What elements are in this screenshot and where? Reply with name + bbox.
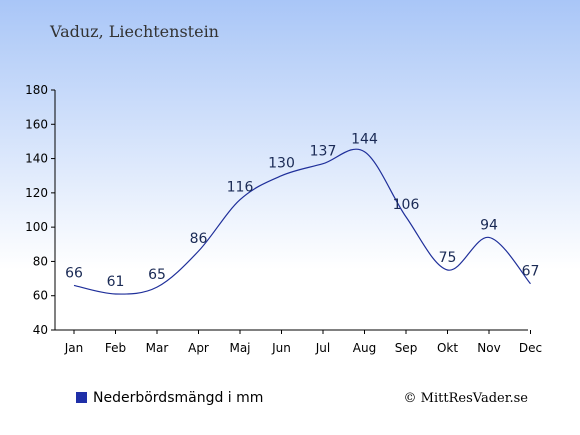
x-tick-label: Feb — [105, 341, 126, 355]
data-label: 137 — [310, 144, 337, 160]
data-label: 66 — [65, 265, 83, 281]
y-tick-label: 60 — [33, 289, 48, 303]
series-line — [73, 148, 531, 295]
data-label: 61 — [107, 274, 125, 290]
y-tick-label: 140 — [25, 152, 48, 166]
x-axis: Jan Feb Mar Apr Maj Jun Jul Aug Sep Okt Nov Dec — [55, 329, 542, 355]
data-label: 130 — [268, 156, 295, 172]
x-tick-label: Okt — [437, 341, 458, 355]
y-tick-label: 100 — [25, 220, 48, 234]
chart-title: Vaduz, Liechtenstein — [49, 22, 219, 41]
x-tick-label: Nov — [477, 341, 500, 355]
data-label: 144 — [351, 132, 378, 148]
y-tick-label: 160 — [25, 117, 48, 131]
y-axis: 40 60 80 100 120 140 160 180 — [25, 83, 56, 337]
legend: Nederbördsmängd i mm — [76, 390, 263, 406]
y-tick-label: 40 — [33, 323, 48, 337]
x-tick-label: Jul — [315, 341, 330, 355]
data-label: 94 — [480, 217, 498, 233]
y-tick-label: 120 — [25, 186, 48, 200]
data-labels: 66 61 65 86 116 130 137 144 106 75 94 67 — [65, 132, 539, 290]
copyright-text: © MittResVader.se — [404, 391, 529, 406]
data-label: 86 — [190, 231, 208, 247]
x-tick-label: Jun — [271, 341, 291, 355]
legend-label: Nederbördsmängd i mm — [93, 390, 263, 406]
x-tick-label: Jan — [64, 341, 84, 355]
x-tick-label: Apr — [188, 341, 209, 355]
data-label: 67 — [522, 264, 540, 280]
x-tick-label: Mar — [146, 341, 169, 355]
data-label: 75 — [439, 250, 457, 266]
series-group — [73, 148, 531, 295]
data-label: 106 — [393, 197, 420, 213]
x-tick-label: Aug — [353, 341, 376, 355]
x-tick-label: Dec — [519, 341, 542, 355]
y-tick-label: 180 — [25, 83, 48, 97]
legend-marker — [76, 392, 87, 403]
x-tick-label: Maj — [229, 341, 250, 355]
data-label: 65 — [148, 267, 166, 283]
y-tick-label: 80 — [33, 254, 48, 268]
data-label: 116 — [227, 180, 254, 196]
x-tick-label: Sep — [395, 341, 418, 355]
